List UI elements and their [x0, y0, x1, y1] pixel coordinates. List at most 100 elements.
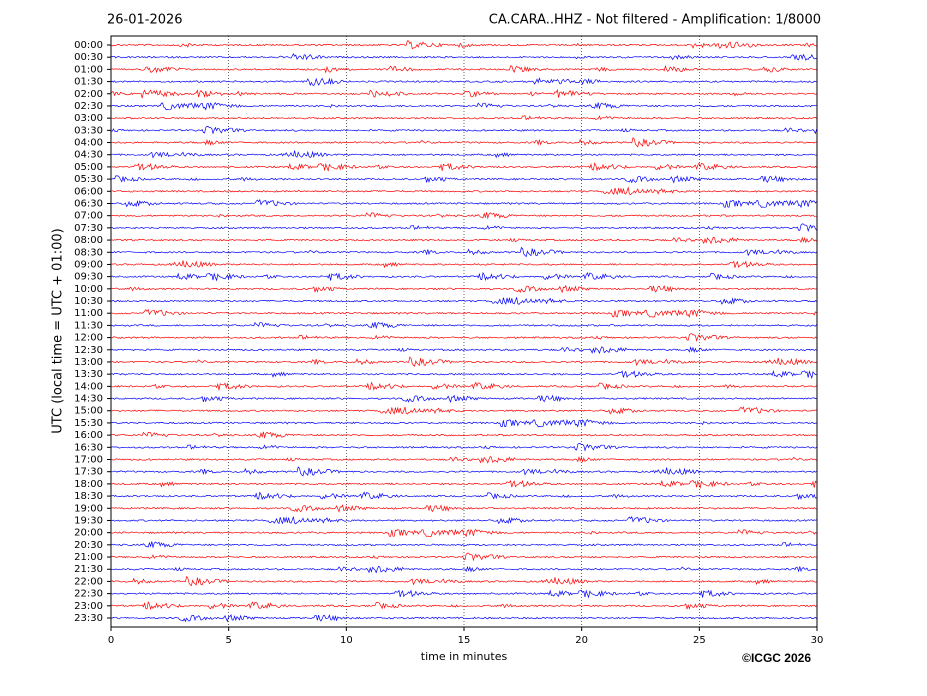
trace — [110, 284, 817, 294]
chart-title: CA.CARA..HHZ - Not filtered - Amplificat… — [489, 13, 821, 28]
trace — [110, 246, 817, 258]
trace — [110, 126, 817, 135]
trace — [110, 137, 817, 148]
y-tick-label: 15:00 — [74, 406, 103, 417]
y-tick-label: 19:00 — [74, 503, 103, 514]
y-tick-label: 16:30 — [74, 442, 103, 453]
trace — [110, 614, 817, 623]
y-tick-label: 02:30 — [74, 101, 103, 112]
trace — [110, 333, 817, 342]
trace — [110, 260, 817, 269]
y-tick-label: 00:30 — [74, 52, 103, 63]
x-tick-label: 30 — [811, 635, 824, 646]
x-tick-label: 5 — [225, 635, 231, 646]
y-tick-label: 20:00 — [74, 528, 103, 539]
trace — [111, 186, 817, 196]
trace — [110, 308, 817, 318]
y-tick-label: 14:00 — [74, 381, 103, 392]
y-tick-label: 07:30 — [74, 223, 103, 234]
trace — [110, 491, 817, 501]
trace — [110, 296, 817, 305]
y-tick-label: 04:30 — [74, 150, 103, 161]
y-tick-label: 21:30 — [74, 564, 103, 575]
x-tick-label: 20 — [575, 635, 588, 646]
y-axis-label: UTC (local time = UTC + 01:00) — [51, 228, 66, 433]
plot-frame — [110, 35, 818, 628]
y-tick-label: 22:00 — [74, 576, 103, 587]
y-tick-label: 13:00 — [74, 357, 103, 368]
y-tick-label: 17:00 — [74, 455, 103, 466]
y-tick-label: 09:00 — [74, 259, 103, 270]
trace — [110, 504, 817, 513]
x-tick-label: 10 — [340, 635, 353, 646]
trace — [110, 455, 817, 464]
trace — [110, 356, 817, 367]
y-tick-label: 01:30 — [74, 77, 103, 88]
y-tick-label: 14:30 — [74, 394, 103, 405]
trace — [110, 601, 817, 611]
y-tick-label: 07:00 — [74, 211, 103, 222]
trace — [110, 370, 817, 380]
y-tick-label: 12:00 — [74, 333, 103, 344]
y-tick-label: 19:30 — [74, 515, 103, 526]
y-tick-label: 08:00 — [74, 235, 103, 246]
trace — [111, 418, 817, 428]
y-tick-label: 16:00 — [74, 430, 103, 441]
trace — [110, 552, 817, 562]
trace — [110, 88, 817, 99]
y-tick-label: 05:30 — [74, 174, 103, 185]
x-tick-label: 25 — [693, 635, 706, 646]
trace — [110, 528, 817, 538]
trace — [110, 236, 817, 245]
trace — [110, 565, 817, 574]
y-tick-label: 10:30 — [74, 296, 103, 307]
date: 26-01-2026 — [107, 13, 183, 28]
y-tick-label: 18:00 — [74, 479, 103, 490]
trace — [110, 175, 817, 184]
trace — [110, 589, 817, 599]
trace — [110, 77, 817, 87]
trace — [110, 466, 817, 477]
y-tick-label: 01:00 — [74, 64, 103, 75]
y-tick-label: 02:00 — [74, 89, 103, 100]
trace — [110, 115, 817, 121]
y-tick-label: 21:00 — [74, 552, 103, 563]
trace — [110, 406, 817, 415]
y-tick-label: 22:30 — [74, 589, 103, 600]
y-tick-label: 12:30 — [74, 345, 103, 356]
trace — [110, 346, 817, 355]
trace — [110, 223, 817, 233]
trace — [110, 40, 817, 50]
trace — [110, 515, 817, 525]
y-tick-label: 23:00 — [74, 601, 103, 612]
trace — [110, 150, 817, 159]
trace — [111, 212, 817, 220]
copyright: ©ICGC 2026 — [742, 651, 811, 665]
y-tick-label: 11:30 — [74, 320, 103, 331]
trace — [110, 394, 817, 403]
trace — [110, 64, 817, 74]
y-tick-label: 09:30 — [74, 272, 103, 283]
x-tick-label: 0 — [108, 635, 114, 646]
y-tick-label: 23:30 — [74, 613, 103, 624]
y-tick-label: 03:30 — [74, 125, 103, 136]
y-tick-label: 18:30 — [74, 491, 103, 502]
y-tick-label: 15:30 — [74, 418, 103, 429]
trace — [110, 479, 817, 489]
x-tick-label: 15 — [458, 635, 471, 646]
trace — [110, 443, 817, 452]
y-tick-label: 04:00 — [74, 138, 103, 149]
trace — [110, 102, 817, 111]
trace — [110, 321, 817, 330]
trace — [110, 576, 817, 587]
y-tick-label: 20:30 — [74, 540, 103, 551]
y-tick-label: 05:00 — [74, 162, 103, 173]
trace — [110, 162, 817, 172]
trace — [110, 271, 817, 282]
trace — [110, 381, 817, 391]
y-tick-label: 17:30 — [74, 467, 103, 478]
y-tick-label: 06:30 — [74, 198, 103, 209]
trace — [110, 541, 817, 549]
y-tick-label: 13:30 — [74, 369, 103, 380]
